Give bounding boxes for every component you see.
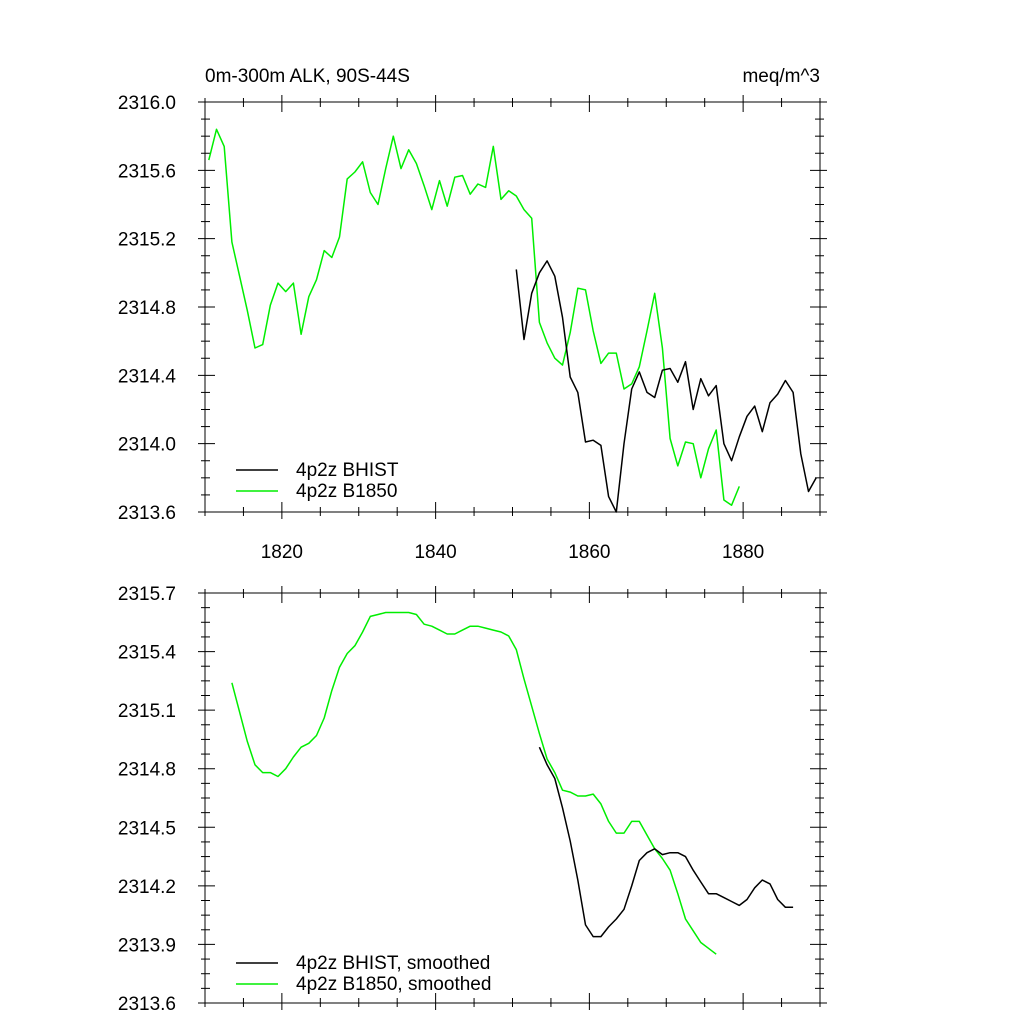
x-tick-label: 1840 [414,542,456,563]
series-line-bhist [515,260,817,513]
legend-label-b1850: 4p2z B1850 [296,481,397,502]
series-line-b1850 [231,611,717,955]
y-tick-label: 2313.9 [118,935,176,956]
x-tick-label: 1820 [261,542,303,563]
bottom-panel: 2313.6 2313.9 2314.2 2314.5 2314.8 2315.1 2315… [118,584,827,1015]
legend-label-b1850-smoothed: 4p2z B1850, smoothed [296,974,491,995]
x-tick-label: 1860 [568,542,610,563]
legend-label-bhist: 4p2z BHIST [296,460,399,481]
top-panel-units: meq/m^3 [742,66,820,87]
y-tick-label: 2314.4 [118,366,177,387]
y-tick-label: 2313.6 [118,994,176,1015]
bottom-panel-series [231,611,794,955]
y-tick-label: 2314.2 [118,877,176,898]
y-tick-label: 2314.0 [118,435,176,456]
y-tick-label: 2315.7 [118,584,176,605]
top-panel-ticks: 2313.6 2314.0 2314.4 2314.8 2315.2 2315.6 2316… [118,93,827,563]
series-line-b1850 [208,128,740,506]
y-tick-label: 2313.6 [118,503,176,524]
y-tick-label: 2316.0 [118,93,176,114]
top-panel-legend: 4p2z BHIST 4p2z B1850 [236,460,399,502]
bottom-panel-ticks: 2313.6 2313.9 2314.2 2314.5 2314.8 2315.1 2315… [118,584,827,1015]
bottom-panel-frame [204,592,821,1004]
y-tick-label: 2314.8 [118,760,176,781]
top-panel-series [208,128,817,513]
x-tick-label: 1880 [722,542,764,563]
y-tick-label: 2314.8 [118,298,176,319]
y-tick-label: 2314.5 [118,818,176,839]
series-line-bhist [538,746,794,938]
y-tick-label: 2315.4 [118,643,177,664]
legend-label-bhist-smoothed: 4p2z BHIST, smoothed [296,953,490,974]
y-tick-label: 2315.6 [118,161,176,182]
top-panel-title: 0m-300m ALK, 90S-44S [205,66,410,87]
y-tick-label: 2315.2 [118,230,176,251]
top-panel: 0m-300m ALK, 90S-44S meq/m^3 2313.6 2314.… [118,66,827,563]
top-panel-frame [204,101,821,513]
bottom-panel-legend: 4p2z BHIST, smoothed 4p2z B1850, smoothe… [236,953,491,995]
y-tick-label: 2315.1 [118,701,176,722]
